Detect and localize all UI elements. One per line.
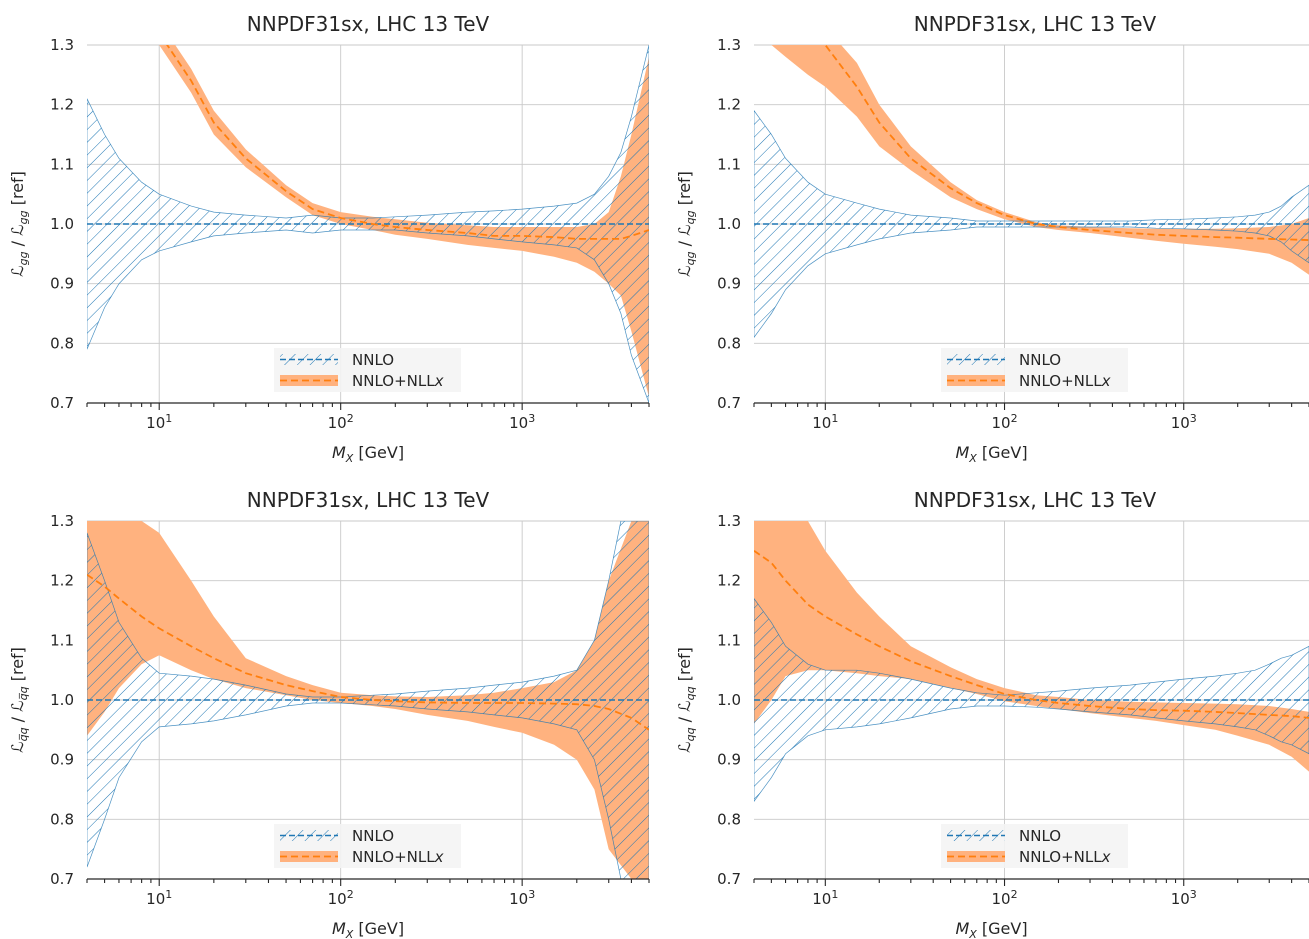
y-tick-label: 1.2	[50, 572, 74, 590]
x-axis-label: MX [GeV]	[332, 919, 404, 939]
y-tick-label: 0.9	[717, 275, 741, 293]
x-ticks	[753, 403, 1309, 410]
x-ticks	[86, 403, 650, 410]
legend: NNLO NNLO+NLLx	[274, 348, 461, 392]
nnlo-nllx-central-line	[823, 45, 1309, 241]
y-tick-label: 0.9	[717, 751, 741, 769]
y-tick-label: 0.7	[50, 870, 74, 888]
x-tick-label: 102	[328, 888, 354, 908]
plot-area	[87, 45, 649, 403]
y-tick-label: 1.0	[717, 691, 741, 709]
y-tick-label: 0.8	[50, 334, 74, 352]
y-tick-label: 1.3	[717, 36, 741, 54]
y-tick-label: 1.2	[50, 96, 74, 114]
y-tick-label: 1.1	[50, 631, 74, 649]
x-tick-label: 101	[812, 888, 838, 908]
nnlo-band	[754, 110, 1309, 338]
legend-label-nnlo-nllx: NNLO+NLLx	[352, 372, 444, 390]
legend-label-nnlo: NNLO	[352, 351, 394, 369]
y-tick-label: 0.7	[717, 394, 741, 412]
y-tick-label: 0.7	[50, 394, 74, 412]
legend-label-nnlo: NNLO	[1019, 351, 1061, 369]
y-tick-label: 1.0	[50, 215, 74, 233]
legend-label-nnlo-nllx: NNLO+NLLx	[352, 848, 444, 866]
panel-title: NNPDF31sx, LHC 13 TeV	[247, 12, 490, 36]
x-tick-label: 103	[509, 412, 535, 432]
y-tick-label: 1.0	[717, 215, 741, 233]
plot-area	[754, 521, 1309, 802]
y-tick-label: 0.9	[50, 275, 74, 293]
panel-qqbar: NNPDF31sx, LHC 13 TeV 101 102 103 0.7 0.8 0.9…	[8, 488, 650, 939]
x-tick-label: 103	[1171, 412, 1197, 432]
y-tick-label: 1.3	[717, 512, 741, 530]
x-tick-label: 102	[991, 888, 1017, 908]
y-tick-label: 1.1	[717, 155, 741, 173]
x-tick-label: 102	[991, 412, 1017, 432]
x-axis-label: MX [GeV]	[955, 443, 1027, 465]
y-tick-label: 0.7	[717, 870, 741, 888]
legend-label-nnlo-nllx: NNLO+NLLx	[1019, 848, 1111, 866]
panel-gg: NNPDF31sx, LHC 13 TeV 101 102 103 0.7 0.8 0.9…	[8, 12, 650, 465]
panel-title: NNPDF31sx, LHC 13 TeV	[914, 12, 1157, 36]
x-tick-label: 102	[328, 412, 354, 432]
panel-qq: NNPDF31sx, LHC 13 TeV 101 102 103 0.7 0.8 0.9…	[675, 488, 1309, 939]
y-axis-label: ℒgg / ℒgg [ref]	[8, 171, 30, 277]
y-tick-label: 0.8	[717, 334, 741, 352]
nnlo-nllx-central-line	[87, 573, 649, 731]
legend: NNLO NNLO+NLLx	[274, 824, 461, 868]
x-axis-label: MX [GeV]	[955, 919, 1027, 939]
y-tick-label: 1.2	[717, 96, 741, 114]
y-tick-label: 1.0	[50, 691, 74, 709]
legend-label-nnlo-nllx: NNLO+NLLx	[1019, 372, 1111, 390]
x-tick-label: 101	[146, 888, 172, 908]
legend-label-nnlo: NNLO	[1019, 827, 1061, 845]
y-axis-label: ℒq̅q / ℒq̅q [ref]	[8, 647, 30, 753]
y-tick-label: 0.8	[50, 810, 74, 828]
plot-area	[87, 521, 649, 879]
y-tick-label: 0.9	[50, 751, 74, 769]
panel-title: NNPDF31sx, LHC 13 TeV	[914, 488, 1157, 512]
nnlo-nllx-central-line	[754, 550, 1309, 719]
panel-qg: NNPDF31sx, LHC 13 TeV 101 102 103 0.7 0.8 0.9…	[675, 12, 1309, 465]
y-tick-label: 1.2	[717, 572, 741, 590]
nnlo-nllx-band	[754, 521, 1309, 772]
y-tick-label: 1.1	[50, 155, 74, 173]
x-tick-label: 101	[146, 412, 172, 432]
y-tick-label: 0.8	[717, 810, 741, 828]
y-tick-label: 1.1	[717, 631, 741, 649]
panel-title: NNPDF31sx, LHC 13 TeV	[247, 488, 490, 512]
legend-label-nnlo: NNLO	[352, 827, 394, 845]
nnlo-nllx-central-line	[166, 45, 649, 240]
x-tick-label: 103	[509, 888, 535, 908]
plot-area	[754, 45, 1309, 338]
x-tick-label: 103	[1171, 888, 1197, 908]
y-axis-label: ℒqg / ℒqg [ref]	[675, 171, 697, 277]
legend: NNLO NNLO+NLLx	[941, 348, 1128, 392]
x-axis-label: MX [GeV]	[332, 443, 404, 465]
y-tick-label: 1.3	[50, 36, 74, 54]
x-ticks	[753, 879, 1309, 886]
x-tick-label: 101	[812, 412, 838, 432]
legend: NNLO NNLO+NLLx	[941, 824, 1128, 868]
y-tick-label: 1.3	[50, 512, 74, 530]
x-ticks	[86, 879, 650, 886]
y-axis-label: ℒqq / ℒqq [ref]	[675, 647, 697, 753]
nnlo-nllx-band	[771, 45, 1309, 275]
